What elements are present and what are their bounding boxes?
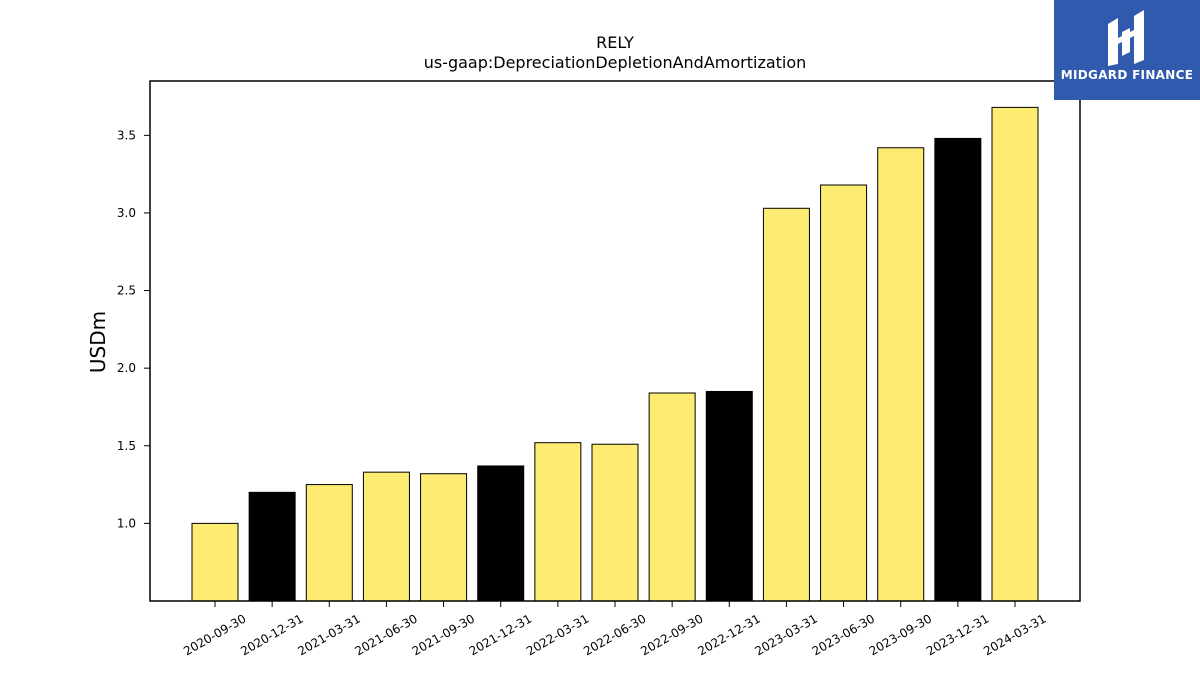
midgard-logo-icon	[1108, 10, 1144, 66]
y-ticks-group: 1.0 1.5 2.0 2.5 3.0 3.5	[117, 128, 150, 530]
bar-2020-12-31	[248, 491, 296, 602]
x-tick-label: 2020-09-30	[181, 611, 248, 658]
chart-title: RELY	[596, 33, 634, 52]
y-tick-label: 1.0	[117, 516, 136, 530]
y-tick-label: 2.0	[117, 361, 136, 375]
bar-2022-06-30	[591, 443, 639, 602]
plot-frame	[149, 80, 1081, 602]
y-tick-label: 3.0	[117, 206, 136, 220]
bar-2024-03-31	[991, 106, 1039, 602]
bar-2022-09-30	[648, 392, 696, 602]
logo-text: MIDGARD FINANCE	[1060, 68, 1194, 82]
x-tick-label: 2022-06-30	[581, 611, 648, 658]
bar-2020-09-30	[191, 522, 239, 602]
x-tick-label: 2023-06-30	[810, 611, 877, 658]
bar-2021-03-31	[305, 484, 353, 602]
x-tick-label: 2020-12-31	[238, 611, 305, 658]
bar-2021-09-30	[420, 473, 468, 602]
x-tick-label: 2022-03-31	[524, 611, 591, 658]
x-tick-label: 2023-09-30	[867, 611, 934, 658]
y-tick-label: 3.5	[117, 128, 136, 142]
bars-group	[191, 106, 1039, 602]
bar-2023-12-31	[934, 137, 982, 602]
x-tick-label: 2022-12-31	[695, 611, 762, 658]
bar-2022-03-31	[534, 442, 582, 602]
bar-2022-12-31	[705, 390, 753, 602]
y-tick-label: 1.5	[117, 439, 136, 453]
x-tick-label: 2024-03-31	[981, 611, 1048, 658]
x-tick-label: 2021-09-30	[410, 611, 477, 658]
chart-subtitle: us-gaap:DepreciationDepletionAndAmortiza…	[424, 53, 807, 72]
x-tick-label: 2023-12-31	[924, 611, 991, 658]
x-tick-label: 2021-03-31	[295, 611, 362, 658]
midgard-finance-logo: MIDGARD FINANCE	[1054, 0, 1200, 100]
bar-2021-12-31	[477, 465, 525, 602]
y-tick-label: 2.5	[117, 284, 136, 298]
bar-2023-03-31	[762, 207, 810, 602]
x-tick-label: 2021-06-30	[353, 611, 420, 658]
bar-2023-09-30	[877, 147, 925, 602]
x-tick-label: 2022-09-30	[638, 611, 705, 658]
bar-2023-06-30	[820, 184, 868, 602]
x-tick-label: 2021-12-31	[467, 611, 534, 658]
x-ticks-group: 2020-09-302020-12-312021-03-312021-06-30…	[181, 601, 1049, 658]
x-tick-label: 2023-03-31	[753, 611, 820, 658]
bar-2021-06-30	[362, 471, 410, 602]
y-axis-label: USDm	[86, 311, 110, 373]
